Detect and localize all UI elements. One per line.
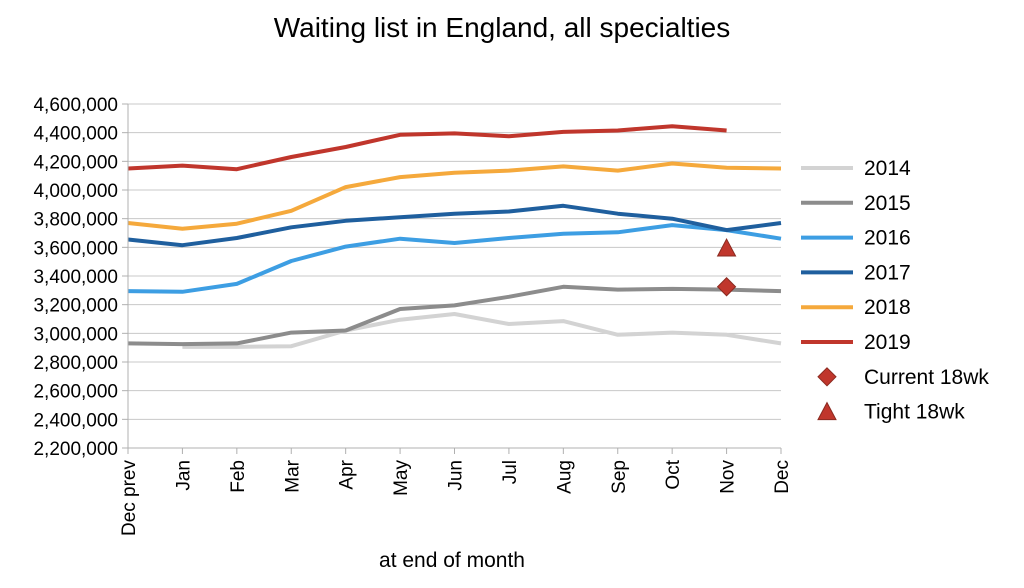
x-axis-label: at end of month — [379, 549, 525, 572]
legend-label-2016: 2016 — [864, 227, 911, 250]
x-tick-label: Jun — [446, 460, 467, 491]
y-tick-label: 4,400,000 — [33, 124, 118, 145]
y-tick-label: 4,600,000 — [33, 95, 118, 116]
legend-label-diamond: Current 18wk — [864, 366, 989, 389]
x-tick-label: Oct — [663, 459, 684, 489]
legend-label-2018: 2018 — [864, 296, 911, 319]
x-tick-label: Sep — [609, 460, 630, 494]
series-line-2018 — [127, 161, 782, 231]
y-tick-label: 3,400,000 — [33, 267, 118, 288]
legend: 2014 2015 2016 2017 2018 2019 Current 18wk Tigh… — [801, 157, 989, 424]
y-tick-label: 2,400,000 — [33, 410, 118, 431]
legend-label-2019: 2019 — [864, 331, 911, 354]
series-lines — [127, 124, 782, 349]
marker-diamond — [716, 277, 737, 297]
y-tick-label: 2,800,000 — [33, 353, 118, 374]
y-tick-label: 2,200,000 — [33, 439, 118, 460]
axes — [127, 104, 781, 449]
point-markers — [716, 237, 737, 297]
series-line-2014 — [182, 312, 782, 349]
x-tick-label: Nov — [718, 460, 739, 494]
legend-label-triangle: Tight 18wk — [864, 401, 965, 424]
x-tick-label: Aug — [554, 460, 575, 494]
y-tick-label: 3,200,000 — [33, 296, 118, 317]
legend-swatch-diamond — [817, 367, 837, 387]
legend-swatch-triangle — [817, 401, 837, 421]
x-tick-label: Jan — [173, 460, 194, 491]
x-tick-label: May — [391, 460, 412, 496]
x-tick-label: Mar — [282, 459, 303, 492]
legend-label-2014: 2014 — [864, 157, 911, 180]
y-axis-ticks: 2,200,000 2,400,000 2,600,000 2,800,000 3,00… — [33, 95, 128, 460]
chart-title: Waiting list in England, all specialties — [274, 12, 731, 43]
gridlines — [128, 103, 781, 449]
x-axis-ticks: Dec prev Jan Feb Mar Apr May Jun Jul Aug Sep Oct No… — [119, 448, 793, 536]
x-tick-label: Dec prev — [119, 460, 140, 537]
y-tick-label: 4,200,000 — [33, 152, 118, 173]
x-tick-label: Dec — [772, 460, 793, 494]
series-line-2016 — [127, 223, 782, 294]
y-tick-label: 3,800,000 — [33, 210, 118, 231]
marker-triangle — [716, 237, 737, 257]
x-tick-label: Feb — [228, 460, 249, 493]
y-tick-label: 3,000,000 — [33, 324, 118, 345]
x-tick-label: Apr — [337, 459, 358, 489]
y-tick-label: 3,600,000 — [33, 238, 118, 259]
y-tick-label: 2,600,000 — [33, 382, 118, 403]
series-line-2019 — [127, 124, 727, 172]
legend-label-2017: 2017 — [864, 261, 911, 284]
series-line-2015 — [127, 284, 782, 347]
series-line-2017 — [127, 203, 782, 248]
y-tick-label: 4,000,000 — [33, 181, 118, 202]
legend-label-2015: 2015 — [864, 192, 911, 215]
x-tick-label: Jul — [500, 460, 521, 484]
